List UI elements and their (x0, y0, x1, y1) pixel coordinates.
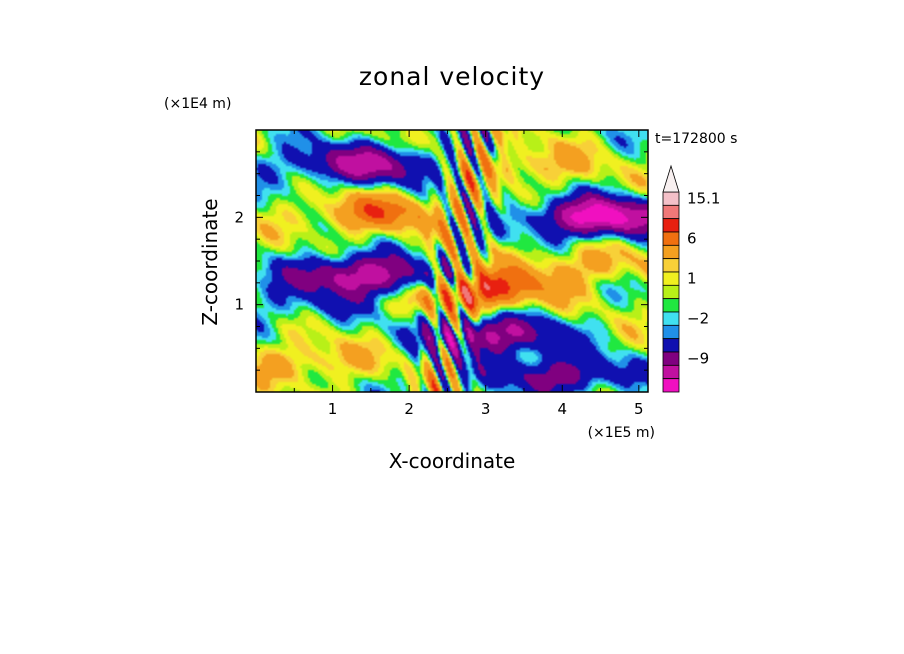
x-axis-title: X-coordinate (389, 449, 516, 473)
x-tick-labels: 1 2 3 4 5 (328, 400, 644, 418)
colorbar-swatch (662, 351, 680, 366)
colorbar-swatch (662, 218, 680, 233)
x-tick-label: 2 (404, 400, 414, 418)
colorbar-swatch (662, 378, 680, 393)
colorbar-extend-arrow (662, 164, 680, 193)
colorbar-swatch (662, 298, 680, 313)
x-tick-label: 1 (328, 400, 338, 418)
colorbar (662, 164, 680, 393)
colorbar-swatch (662, 324, 680, 340)
y-tick-label: 2 (234, 208, 244, 226)
colorbar-swatch (662, 364, 680, 380)
x-scale-label: (×1E5 m) (588, 425, 655, 441)
colorbar-swatch (662, 244, 680, 260)
colorbar-swatch (662, 338, 680, 353)
colorbar-swatch (662, 271, 680, 286)
y-tick-labels: 12 (234, 208, 244, 313)
colorbar-swatch (662, 258, 680, 273)
colorbar-label: −9 (687, 350, 709, 368)
y-scale-label: (×1E4 m) (164, 96, 231, 112)
colorbar-swatch (662, 191, 680, 206)
colorbar-labels: 15.1 6 1 −2 −9 (687, 190, 720, 368)
chart-title: zonal velocity (359, 62, 545, 91)
colorbar-swatch (662, 231, 680, 246)
colorbar-label: 15.1 (687, 190, 720, 208)
time-label: t=172800 s (655, 131, 737, 147)
colorbar-swatch (662, 204, 680, 220)
colorbar-label: 1 (687, 270, 697, 288)
x-tick-label: 5 (634, 400, 644, 418)
x-tick-label: 4 (557, 400, 567, 418)
axis-ticks (256, 130, 648, 392)
plot-area (255, 129, 649, 393)
colorbar-swatch (662, 284, 680, 300)
x-tick-label: 3 (481, 400, 491, 418)
colorbar-label: 6 (687, 230, 697, 248)
colorbar-label: −2 (687, 310, 709, 328)
y-axis-title: Z-coordinate (198, 198, 222, 325)
colorbar-swatch (662, 311, 680, 326)
velocity-field (256, 130, 648, 392)
y-tick-label: 1 (234, 296, 244, 314)
